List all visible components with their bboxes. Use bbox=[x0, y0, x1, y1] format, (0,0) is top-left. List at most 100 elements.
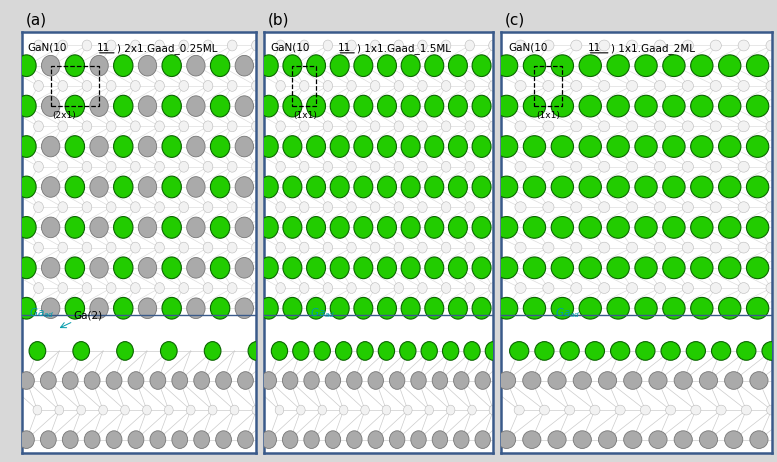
Circle shape bbox=[41, 298, 60, 318]
Circle shape bbox=[441, 202, 451, 213]
Circle shape bbox=[155, 40, 165, 51]
Circle shape bbox=[82, 40, 92, 51]
Circle shape bbox=[663, 257, 685, 279]
Circle shape bbox=[548, 431, 566, 449]
Text: (c): (c) bbox=[505, 13, 525, 28]
Circle shape bbox=[82, 283, 92, 293]
Circle shape bbox=[560, 341, 580, 360]
Circle shape bbox=[551, 217, 573, 238]
Circle shape bbox=[368, 431, 383, 449]
Circle shape bbox=[425, 257, 444, 279]
Circle shape bbox=[304, 431, 319, 449]
Circle shape bbox=[691, 55, 713, 77]
Circle shape bbox=[347, 40, 356, 51]
Circle shape bbox=[204, 341, 221, 360]
Circle shape bbox=[203, 40, 213, 51]
Circle shape bbox=[131, 202, 140, 213]
Circle shape bbox=[654, 242, 666, 253]
Circle shape bbox=[29, 341, 46, 360]
Circle shape bbox=[228, 40, 237, 51]
Circle shape bbox=[626, 40, 638, 51]
Circle shape bbox=[543, 202, 554, 213]
Circle shape bbox=[211, 298, 230, 319]
Circle shape bbox=[598, 242, 610, 253]
Circle shape bbox=[299, 40, 309, 51]
Circle shape bbox=[472, 257, 491, 279]
Circle shape bbox=[607, 136, 629, 158]
Circle shape bbox=[82, 121, 92, 132]
Circle shape bbox=[682, 121, 693, 132]
Circle shape bbox=[472, 298, 491, 319]
Circle shape bbox=[738, 242, 749, 253]
Circle shape bbox=[725, 371, 743, 389]
Circle shape bbox=[738, 80, 749, 91]
Circle shape bbox=[573, 371, 591, 389]
Circle shape bbox=[441, 242, 451, 253]
Circle shape bbox=[283, 257, 302, 279]
Circle shape bbox=[446, 405, 455, 415]
Circle shape bbox=[106, 40, 116, 51]
Circle shape bbox=[626, 202, 638, 213]
Circle shape bbox=[719, 176, 741, 198]
Circle shape bbox=[131, 283, 140, 293]
Circle shape bbox=[354, 217, 373, 238]
Circle shape bbox=[216, 371, 232, 389]
Circle shape bbox=[203, 121, 213, 132]
Circle shape bbox=[468, 405, 476, 415]
Circle shape bbox=[378, 176, 396, 198]
Circle shape bbox=[766, 80, 777, 91]
Circle shape bbox=[654, 202, 666, 213]
Circle shape bbox=[543, 121, 554, 132]
Circle shape bbox=[347, 161, 356, 172]
Circle shape bbox=[203, 161, 213, 172]
Circle shape bbox=[766, 161, 777, 172]
Circle shape bbox=[579, 257, 601, 279]
Circle shape bbox=[682, 80, 693, 91]
Circle shape bbox=[155, 80, 165, 91]
Circle shape bbox=[128, 371, 144, 389]
Circle shape bbox=[276, 121, 285, 132]
Circle shape bbox=[368, 371, 383, 389]
Circle shape bbox=[106, 80, 116, 91]
Circle shape bbox=[710, 80, 721, 91]
Circle shape bbox=[719, 298, 741, 319]
Circle shape bbox=[571, 202, 582, 213]
Circle shape bbox=[682, 242, 693, 253]
Circle shape bbox=[738, 40, 749, 51]
Circle shape bbox=[82, 202, 92, 213]
Circle shape bbox=[762, 341, 777, 360]
Circle shape bbox=[448, 55, 468, 77]
Circle shape bbox=[441, 283, 451, 293]
Circle shape bbox=[635, 217, 657, 238]
Circle shape bbox=[323, 242, 333, 253]
Circle shape bbox=[571, 161, 582, 172]
Circle shape bbox=[454, 371, 469, 389]
Circle shape bbox=[293, 341, 309, 360]
Circle shape bbox=[382, 405, 391, 415]
Circle shape bbox=[515, 202, 526, 213]
Circle shape bbox=[336, 341, 352, 360]
Circle shape bbox=[719, 257, 741, 279]
Circle shape bbox=[378, 136, 396, 158]
Circle shape bbox=[682, 202, 693, 213]
Circle shape bbox=[635, 136, 657, 158]
Circle shape bbox=[710, 202, 721, 213]
Circle shape bbox=[418, 40, 427, 51]
Circle shape bbox=[307, 257, 326, 279]
Circle shape bbox=[283, 95, 302, 117]
Circle shape bbox=[283, 371, 298, 389]
Circle shape bbox=[186, 298, 205, 318]
Text: (1x1): (1x1) bbox=[536, 111, 559, 120]
Circle shape bbox=[579, 176, 601, 198]
Circle shape bbox=[172, 431, 187, 449]
Circle shape bbox=[378, 217, 396, 238]
Circle shape bbox=[283, 298, 302, 319]
Circle shape bbox=[523, 257, 545, 279]
Circle shape bbox=[162, 176, 181, 198]
Circle shape bbox=[635, 298, 657, 319]
Circle shape bbox=[211, 136, 230, 158]
Circle shape bbox=[607, 257, 629, 279]
Text: (a): (a) bbox=[26, 13, 47, 28]
Circle shape bbox=[357, 341, 373, 360]
Circle shape bbox=[323, 161, 333, 172]
